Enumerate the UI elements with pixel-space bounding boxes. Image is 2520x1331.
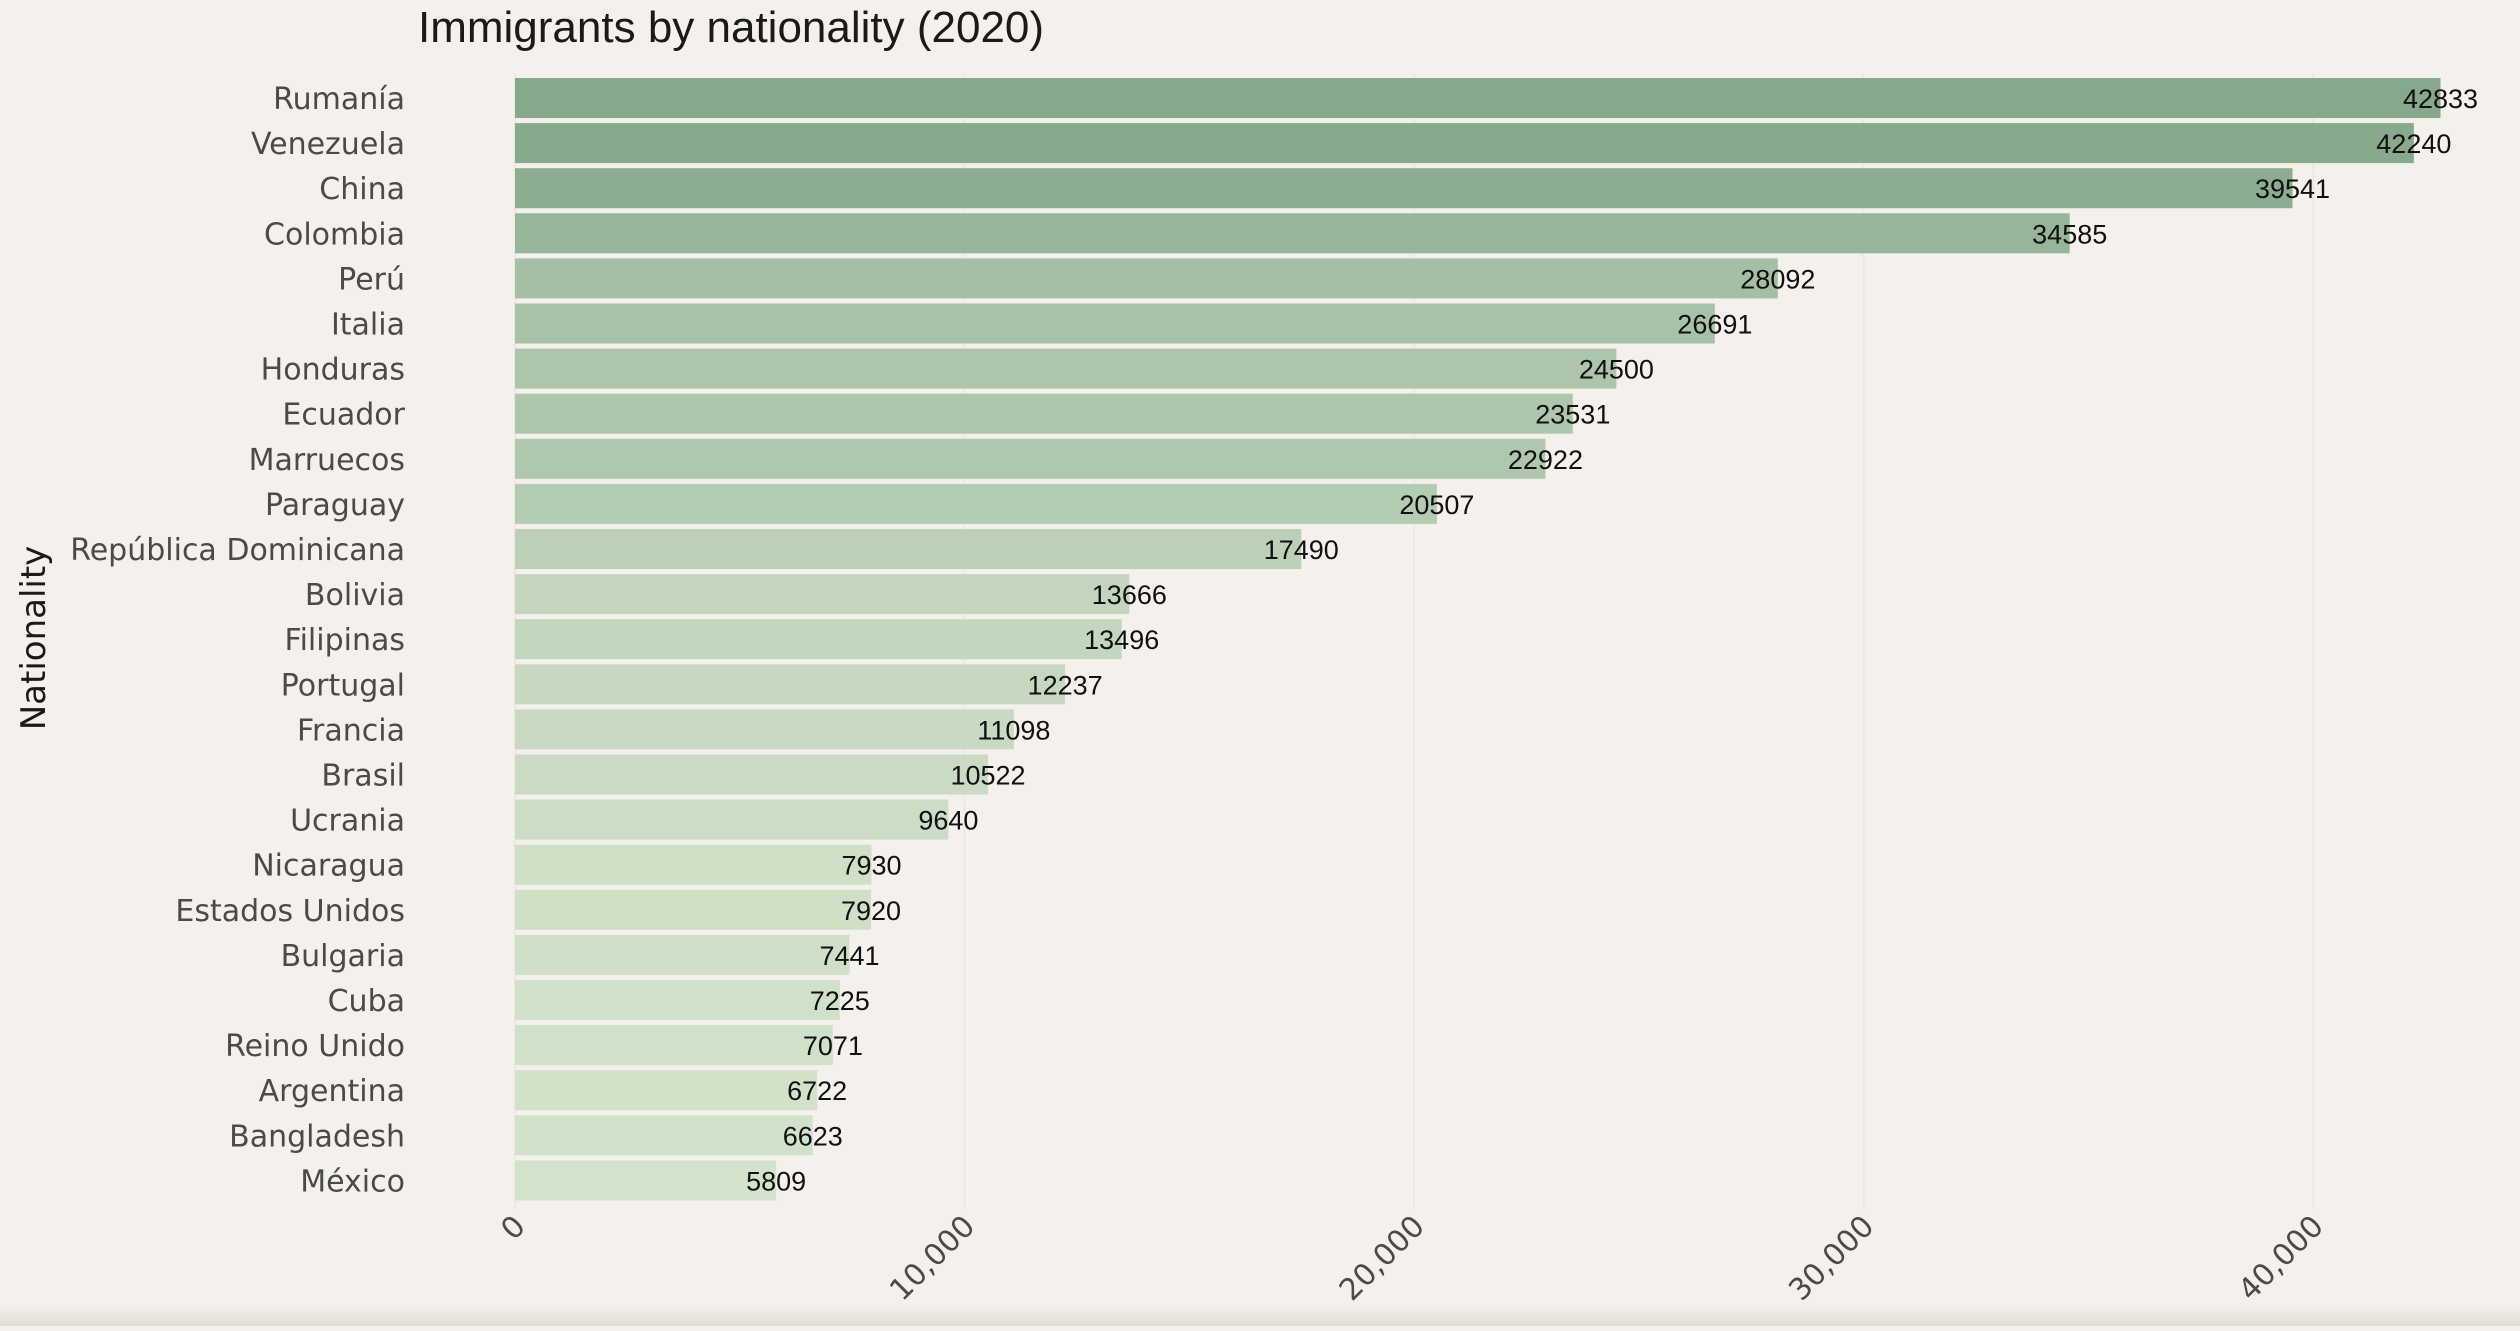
bars <box>515 78 2441 1201</box>
value-label-4: 28092 <box>1740 264 1815 294</box>
y-axis-label: Nationality <box>14 546 54 731</box>
category-label-11: Bolivia <box>305 578 405 613</box>
category-label-20: Cuba <box>328 984 405 1019</box>
category-label-4: Perú <box>338 262 405 297</box>
chart-title: Immigrants by nationality (2020) <box>418 3 1044 52</box>
value-label-24: 5809 <box>746 1166 806 1196</box>
category-label-9: Paraguay <box>265 488 405 523</box>
bar-5 <box>515 303 1715 344</box>
value-label-9: 20507 <box>1399 490 1474 520</box>
value-label-13: 12237 <box>1028 670 1103 700</box>
bar-12 <box>515 619 1122 660</box>
category-label-10: República Dominicana <box>70 533 405 568</box>
bar-8 <box>515 438 1546 479</box>
category-label-19: Bulgaria <box>281 939 405 974</box>
bar-3 <box>515 213 2070 254</box>
bar-9 <box>515 483 1437 524</box>
value-label-8: 22922 <box>1508 445 1583 475</box>
x-tick-label-2: 20,000 <box>1333 1209 1432 1308</box>
bar-23 <box>515 1115 813 1156</box>
bar-21 <box>515 1025 833 1066</box>
category-label-12: Filipinas <box>285 623 405 658</box>
value-label-16: 9640 <box>918 806 978 836</box>
value-label-17: 7930 <box>841 851 901 881</box>
value-label-1: 42240 <box>2376 129 2451 159</box>
bar-2 <box>515 168 2293 209</box>
category-label-22: Argentina <box>259 1074 405 1109</box>
category-label-14: Francia <box>297 713 405 748</box>
category-label-3: Colombia <box>264 217 405 252</box>
x-tick-label-0: 0 <box>494 1209 532 1247</box>
value-label-5: 26691 <box>1677 310 1752 340</box>
category-label-6: Honduras <box>261 353 405 388</box>
bar-20 <box>515 980 840 1020</box>
category-label-1: Venezuela <box>251 127 405 162</box>
category-label-23: Bangladesh <box>229 1119 405 1154</box>
category-labels: Rumanía Venezuela China Colombia Perú Italia H… <box>70 82 405 1199</box>
bottom-shade <box>0 1304 2520 1326</box>
value-label-23: 6623 <box>783 1121 843 1151</box>
value-label-12: 13496 <box>1084 625 1159 655</box>
value-label-6: 24500 <box>1579 355 1654 385</box>
value-label-15: 10522 <box>950 761 1025 791</box>
bar-22 <box>515 1070 818 1111</box>
value-label-19: 7441 <box>819 941 879 971</box>
x-tick-labels: 0 10,000 20,000 30,000 40,000 <box>494 1209 2330 1308</box>
value-label-7: 23531 <box>1535 400 1610 430</box>
category-label-15: Brasil <box>321 759 405 794</box>
category-label-24: México <box>300 1164 405 1199</box>
bar-24 <box>515 1160 777 1201</box>
bar-4 <box>515 258 1778 299</box>
value-label-18: 7920 <box>841 896 901 926</box>
value-labels: 42833 42240 39541 34585 28092 26691 24500 23531… <box>746 84 2478 1196</box>
category-label-13: Portugal <box>281 668 405 703</box>
bar-17 <box>515 844 872 885</box>
value-label-2: 39541 <box>2255 174 2330 204</box>
value-label-14: 11098 <box>977 715 1050 745</box>
category-label-17: Nicaragua <box>252 849 405 884</box>
x-tick-label-4: 40,000 <box>2232 1209 2331 1308</box>
bar-7 <box>515 393 1573 434</box>
bar-15 <box>515 754 989 795</box>
bar-19 <box>515 934 850 975</box>
bar-6 <box>515 348 1617 389</box>
category-label-2: China <box>319 172 405 207</box>
category-label-0: Rumanía <box>273 82 405 117</box>
category-label-7: Ecuador <box>282 398 405 433</box>
value-label-22: 6722 <box>787 1076 847 1106</box>
value-label-0: 42833 <box>2403 84 2478 114</box>
bar-13 <box>515 664 1066 705</box>
bar-14 <box>515 709 1014 750</box>
category-label-16: Ucrania <box>290 804 405 839</box>
value-label-21: 7071 <box>803 1031 863 1061</box>
bar-1 <box>515 123 2414 164</box>
bar-18 <box>515 889 872 930</box>
category-label-21: Reino Unido <box>225 1029 405 1064</box>
value-label-11: 13666 <box>1092 580 1167 610</box>
x-tick-label-1: 10,000 <box>883 1209 982 1308</box>
category-label-5: Italia <box>331 308 405 343</box>
category-label-18: Estados Unidos <box>175 894 405 929</box>
bar-11 <box>515 574 1130 615</box>
value-label-10: 17490 <box>1264 535 1339 565</box>
bar-0 <box>515 78 2441 118</box>
value-label-3: 34585 <box>2032 219 2107 249</box>
bar-16 <box>515 799 949 840</box>
category-label-8: Marruecos <box>249 443 405 478</box>
x-tick-label-3: 30,000 <box>1782 1209 1881 1308</box>
value-label-20: 7225 <box>810 986 870 1016</box>
bar-10 <box>515 529 1302 569</box>
